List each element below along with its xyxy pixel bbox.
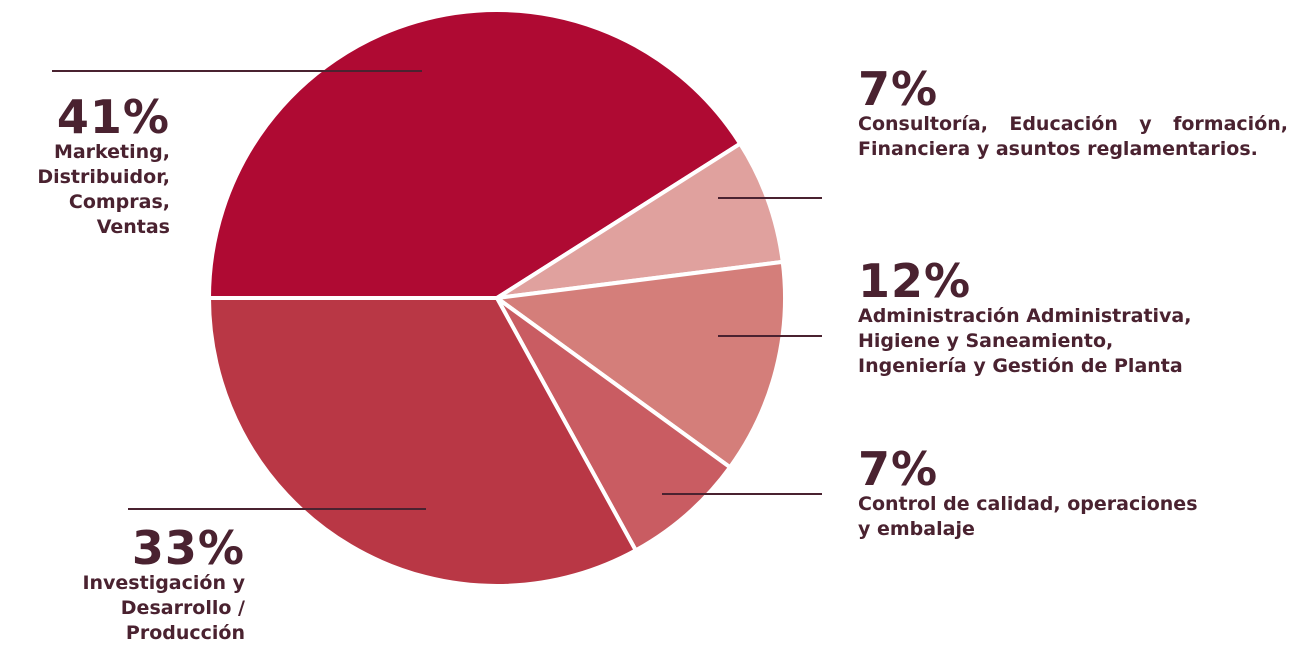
description-line: Investigación y <box>82 572 245 594</box>
description-administracion: Administración Administrativa, Higiene y… <box>858 304 1288 379</box>
description-marketing: Marketing, Distribuidor, Compras, Ventas <box>20 140 170 240</box>
percent-label-marketing: 41% <box>56 90 170 144</box>
pie-slices <box>207 8 787 588</box>
callout-investigacion: 33% Investigación y Desarrollo / Producc… <box>20 525 245 646</box>
description-line: Administración Administrativa, <box>858 305 1192 327</box>
description-line: y embalaje <box>858 518 975 540</box>
description-line: Ingeniería y Gestión de Planta <box>858 355 1183 377</box>
pie-slice-2 <box>495 141 785 300</box>
percent-label-administracion: 12% <box>858 254 972 308</box>
description-line: Distribuidor, <box>37 166 170 188</box>
pie-slice-4 <box>495 296 732 553</box>
callout-control: 7% Control de calidad, operaciones y emb… <box>858 446 1288 542</box>
description-line: Ventas <box>96 216 170 238</box>
callout-marketing: 41% Marketing, Distribuidor, Compras, Ve… <box>20 94 170 240</box>
description-line: Control de calidad, operaciones <box>858 493 1198 515</box>
description-line: Compras, <box>68 191 170 213</box>
description-line: Higiene y Saneamiento, <box>858 330 1114 352</box>
percent-label-investigacion: 33% <box>131 521 245 575</box>
description-control: Control de calidad, operaciones y embala… <box>858 492 1288 542</box>
leader-lines <box>52 70 822 510</box>
callout-consultoria: 7% Consultoría, Educación y formación, F… <box>858 66 1288 162</box>
pie-slice-5 <box>207 296 638 588</box>
description-investigacion: Investigación y Desarrollo / Producción <box>20 571 245 646</box>
description-line: Marketing, <box>53 141 170 163</box>
description-line: Desarrollo / <box>120 597 245 619</box>
callout-administracion: 12% Administración Administrativa, Higie… <box>858 258 1288 379</box>
description-line: Producción <box>125 622 245 644</box>
pie-slice-3 <box>495 259 787 470</box>
percent-label-consultoria: 7% <box>858 62 939 116</box>
description-consultoria: Consultoría, Educación y formación, Fina… <box>858 113 1288 160</box>
percent-label-control: 7% <box>858 442 939 496</box>
